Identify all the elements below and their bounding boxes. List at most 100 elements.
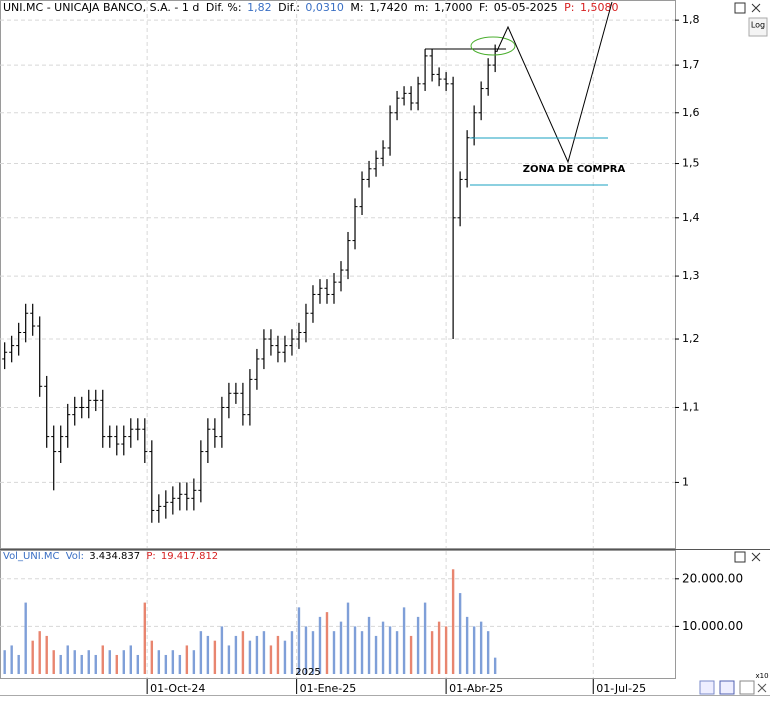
- volume-bar: [479, 621, 483, 674]
- volume-bar: [66, 645, 69, 674]
- volume-bar: [206, 635, 210, 674]
- symbol: UNI.MC - UNICAJA BANCO, S.A. - 1 d: [3, 1, 199, 14]
- label: P:: [146, 551, 155, 562]
- volume-bar: [38, 631, 41, 674]
- volume-bar: [157, 650, 161, 674]
- volume-bar: [304, 626, 308, 674]
- y-tick-label: 1,3: [682, 269, 700, 282]
- volume-bar: [220, 626, 224, 674]
- volume-bar: [45, 635, 48, 674]
- volume-bar: [276, 635, 280, 674]
- volume-bar: [388, 626, 392, 674]
- y-tick-label: 20.000.00: [682, 571, 743, 585]
- volume-bar: [227, 645, 231, 674]
- volume-bar: [353, 626, 357, 674]
- value: 1,82: [247, 1, 272, 14]
- year-label: 2025: [295, 667, 320, 678]
- volume-bar: [486, 631, 490, 674]
- volume-bar: [31, 640, 34, 674]
- volume-bar: [402, 607, 406, 674]
- volume-bar: [136, 654, 140, 674]
- projection-line: [496, 1, 613, 164]
- volume-bar: [241, 631, 245, 674]
- label: m:: [414, 1, 428, 14]
- scale-factor: x10: [755, 672, 768, 680]
- volume-bar: [115, 654, 118, 674]
- volume-bar: [143, 602, 147, 674]
- value: 1,7000: [434, 1, 473, 14]
- volume-bar: [465, 616, 469, 674]
- value: 19.417.812: [161, 551, 218, 562]
- close-button[interactable]: [751, 3, 761, 13]
- price-panel: [0, 0, 676, 549]
- tool-button[interactable]: [719, 680, 735, 695]
- volume-bar: [367, 616, 371, 674]
- x-tick-label: 01-Ene-25: [300, 682, 357, 695]
- close-button[interactable]: [751, 552, 761, 562]
- volume-bar: [493, 657, 497, 674]
- volume-bar: [444, 626, 448, 674]
- volume-bar: [171, 650, 175, 674]
- label: F:: [479, 1, 488, 14]
- window-controls: [734, 2, 761, 563]
- volume-bar: [255, 635, 259, 674]
- volume-bar: [339, 621, 343, 674]
- x-tick-label: 01-Oct-24: [150, 682, 205, 695]
- x-tick-label: 01-Jul-25: [596, 682, 646, 695]
- volume-bar: [87, 650, 90, 674]
- volume-name: Vol_UNI.MC: [3, 551, 60, 562]
- label: M:: [350, 1, 363, 14]
- log-button-label: Log: [751, 21, 765, 30]
- tool-button[interactable]: [699, 680, 715, 695]
- volume-bar: [178, 654, 182, 674]
- x-tick-label: 01-Abr-25: [449, 682, 503, 695]
- volume-bar: [150, 640, 154, 674]
- volume-bar: [332, 631, 336, 674]
- volume-bar: [185, 645, 189, 674]
- y-tick-label: 1: [682, 475, 689, 488]
- volume-bar: [437, 621, 441, 674]
- volume-bar: [360, 631, 364, 674]
- volume-bar: [192, 650, 196, 674]
- y-tick-label: 1,2: [682, 332, 700, 345]
- annotation: ZONA DE COMPRA: [523, 164, 626, 175]
- log-button[interactable]: [748, 17, 768, 37]
- volume-bar: [17, 654, 20, 674]
- volume-bar: [472, 626, 476, 674]
- volume-bar: [199, 631, 203, 674]
- volume-bar: [451, 569, 455, 674]
- value: 05-05-2025: [494, 1, 558, 14]
- volume-bar: [59, 654, 62, 674]
- tool-button[interactable]: [757, 683, 767, 693]
- volume-bar: [325, 612, 329, 674]
- volume-bar: [283, 640, 287, 674]
- y-tick-label: 1,1: [682, 400, 700, 413]
- maximize-button[interactable]: [734, 551, 746, 563]
- volume-header: Vol_UNI.MC Vol: 3.434.837 P: 19.417.812: [3, 551, 218, 562]
- tool-button[interactable]: [739, 680, 755, 695]
- volume-bar: [73, 650, 76, 674]
- value: 1,7420: [369, 1, 408, 14]
- volume-bar: [164, 654, 168, 674]
- label: Vol:: [66, 551, 84, 562]
- volume-bar: [297, 607, 301, 674]
- label: P:: [564, 1, 574, 14]
- volume-bar: [346, 602, 350, 674]
- volume-bar: [381, 621, 385, 674]
- volume-bar: [122, 650, 125, 674]
- volume-bar: [395, 631, 399, 674]
- volume-bar: [52, 650, 55, 674]
- label: Dif.:: [278, 1, 300, 14]
- volume-bar: [430, 631, 434, 674]
- volume-bar: [374, 635, 378, 674]
- maximize-button[interactable]: [734, 2, 746, 14]
- highlight-ellipse: [470, 36, 516, 56]
- volume-bar: [318, 616, 322, 674]
- volume-bar: [458, 593, 462, 674]
- value: 1,5080: [580, 1, 619, 14]
- volume-bar: [101, 645, 104, 674]
- volume-bar: [80, 654, 83, 674]
- y-tick-label: 1,6: [682, 106, 700, 119]
- y-tick-label: 1,7: [682, 58, 700, 71]
